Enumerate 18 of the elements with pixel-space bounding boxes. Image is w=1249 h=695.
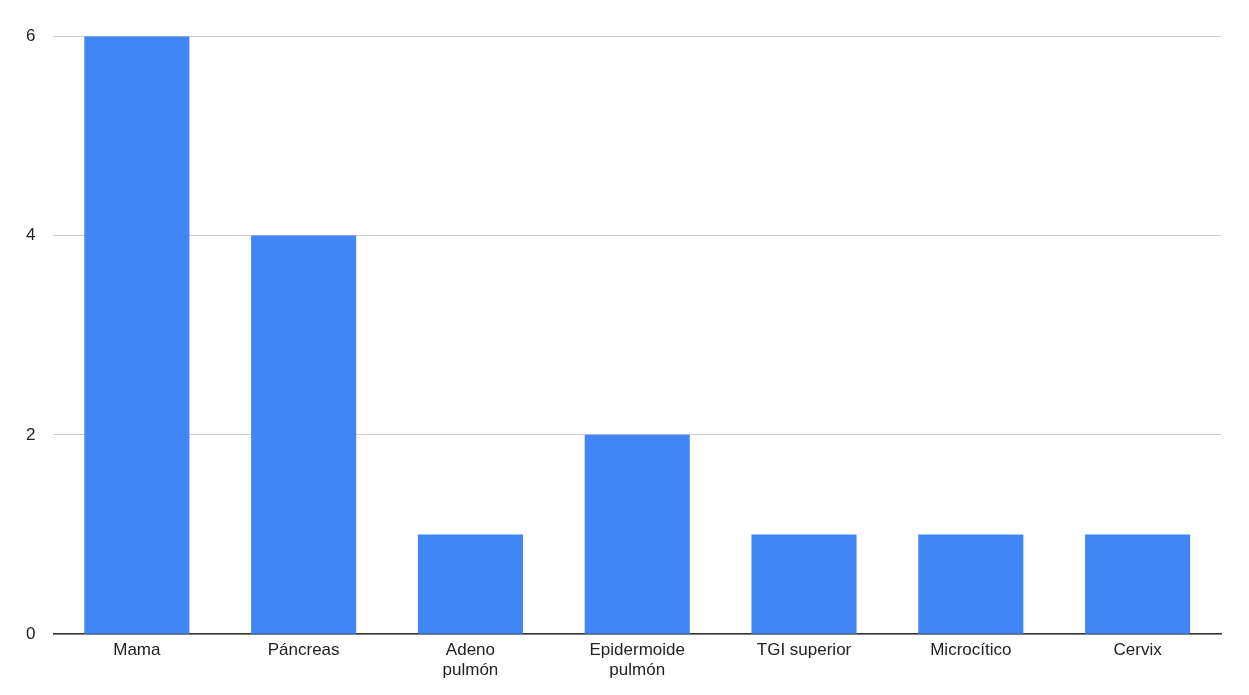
y-tick-label: 4	[25, 225, 36, 245]
x-tick-label: Microcítico	[930, 640, 1012, 660]
x-tick-label: Cervix	[1113, 640, 1163, 660]
bar	[84, 36, 190, 634]
y-tick-label: 2	[25, 424, 36, 444]
bar	[751, 534, 857, 634]
bar	[918, 534, 1024, 634]
x-tick-label: Mama	[113, 640, 162, 660]
bar	[584, 434, 690, 634]
x-tick-label: Epidermoide pulmón	[589, 640, 685, 680]
y-tick-label: 6	[25, 25, 36, 45]
x-tick-label: Adeno pulmón	[442, 640, 499, 680]
bar	[251, 235, 357, 634]
y-tick-label: 0	[25, 623, 36, 643]
x-tick-label: TGI superior	[756, 640, 852, 660]
bar	[417, 534, 523, 634]
x-tick-label: Páncreas	[267, 640, 340, 660]
bar	[1085, 534, 1191, 634]
